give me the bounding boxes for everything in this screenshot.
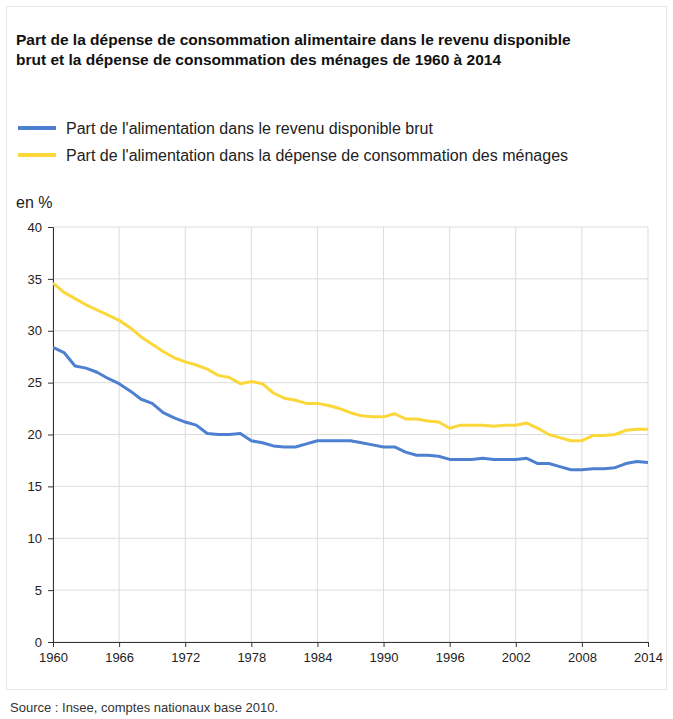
legend-swatch (18, 126, 56, 130)
tick-label: 1984 (303, 650, 332, 665)
tick-label: 1990 (370, 650, 399, 665)
legend-label: Part de l'alimentation dans la dépense d… (66, 147, 568, 164)
tick-mark (251, 642, 252, 647)
grid-line (515, 227, 516, 642)
tick-mark (53, 642, 54, 647)
title: Part de la dépense de consommation alime… (16, 31, 571, 68)
tick-label: 25 (28, 375, 42, 390)
tick: 35 (28, 272, 53, 287)
series-group (53, 283, 648, 470)
tick: 1960 (39, 642, 68, 665)
tick-label: 0 (35, 635, 42, 650)
grid-line (119, 227, 120, 642)
grid-line (317, 227, 318, 642)
tick-label: 20 (28, 427, 42, 442)
tick-mark (48, 538, 53, 539)
grid-line (53, 330, 648, 331)
y-axis-title: en % (16, 194, 52, 211)
grid-line (251, 227, 252, 642)
tick: 1966 (105, 642, 134, 665)
tick-mark (648, 642, 649, 647)
tick-mark (48, 279, 53, 280)
grid-line (185, 227, 186, 642)
tick-mark (48, 486, 53, 487)
legend-item: Part de l'alimentation dans la dépense d… (18, 147, 568, 164)
tick: 2002 (502, 642, 531, 665)
tick-label: 40 (28, 220, 42, 235)
grid-line (53, 486, 648, 487)
legend-label: Part de l'alimentation dans le revenu di… (66, 120, 433, 137)
tick-label: 1978 (237, 650, 266, 665)
tick-label: 5 (35, 583, 42, 598)
grid-line (53, 382, 648, 383)
tick: 1978 (237, 642, 266, 665)
grid-line (53, 227, 648, 228)
tick: 40 (28, 220, 53, 235)
chart: Part de la dépense de consommation alime… (0, 0, 673, 719)
grid-line (53, 278, 648, 279)
tick: 0 (35, 635, 53, 650)
tick-mark (516, 642, 517, 647)
tick-mark (450, 642, 451, 647)
tick-mark (48, 642, 53, 643)
grid-line (581, 227, 582, 642)
series-line (53, 283, 648, 441)
tick-label: 2014 (634, 650, 663, 665)
frame (7, 7, 667, 690)
axis-line (48, 228, 54, 643)
legend-swatch (18, 153, 56, 157)
legend-item: Part de l'alimentation dans le revenu di… (18, 120, 433, 137)
tick: 20 (28, 427, 53, 442)
tick-mark (48, 435, 53, 436)
tick: 1996 (436, 642, 465, 665)
grid-line (383, 227, 384, 642)
tick: 2014 (634, 642, 663, 665)
tick-mark (119, 642, 120, 647)
tick: 15 (28, 479, 53, 494)
tick-label: 1996 (436, 650, 465, 665)
tick-label: 35 (28, 272, 42, 287)
tick-label: 15 (28, 479, 42, 494)
tick-mark (384, 642, 385, 647)
tick: 10 (28, 531, 53, 546)
tick-label: 10 (28, 531, 42, 546)
tick-label: 2008 (568, 650, 597, 665)
tick: 1990 (370, 642, 399, 665)
tick: 25 (28, 375, 53, 390)
tick-label: 1960 (39, 650, 68, 665)
grid (53, 227, 648, 642)
source: Source : Insee, comptes nationaux base 2… (10, 700, 278, 715)
grid-line (53, 590, 648, 591)
tick-mark (48, 331, 53, 332)
grid-line (53, 538, 648, 539)
tick: 1972 (171, 642, 200, 665)
tick-mark (48, 590, 53, 591)
tick-label: 30 (28, 323, 42, 338)
grid-line (53, 434, 648, 435)
tick: 1984 (303, 642, 332, 665)
tick-mark (317, 642, 318, 647)
series-line (53, 347, 648, 469)
tick-mark (582, 642, 583, 647)
tick-label: 2002 (502, 650, 531, 665)
x-axis: 1960 1966 1972 1978 1984 1990 1996 2002 2008 2014 (39, 642, 663, 665)
grid-line (648, 227, 649, 642)
tick-mark (48, 227, 53, 228)
y-axis: 0 5 10 15 20 25 30 35 40 (28, 220, 54, 650)
tick: 2008 (568, 642, 597, 665)
tick-mark (48, 383, 53, 384)
tick-label: 1972 (171, 650, 200, 665)
tick: 5 (35, 583, 53, 598)
tick: 30 (28, 323, 53, 338)
tick-label: 1966 (105, 650, 134, 665)
grid-line (449, 227, 450, 642)
tick-mark (185, 642, 186, 647)
axis-line (54, 643, 649, 648)
